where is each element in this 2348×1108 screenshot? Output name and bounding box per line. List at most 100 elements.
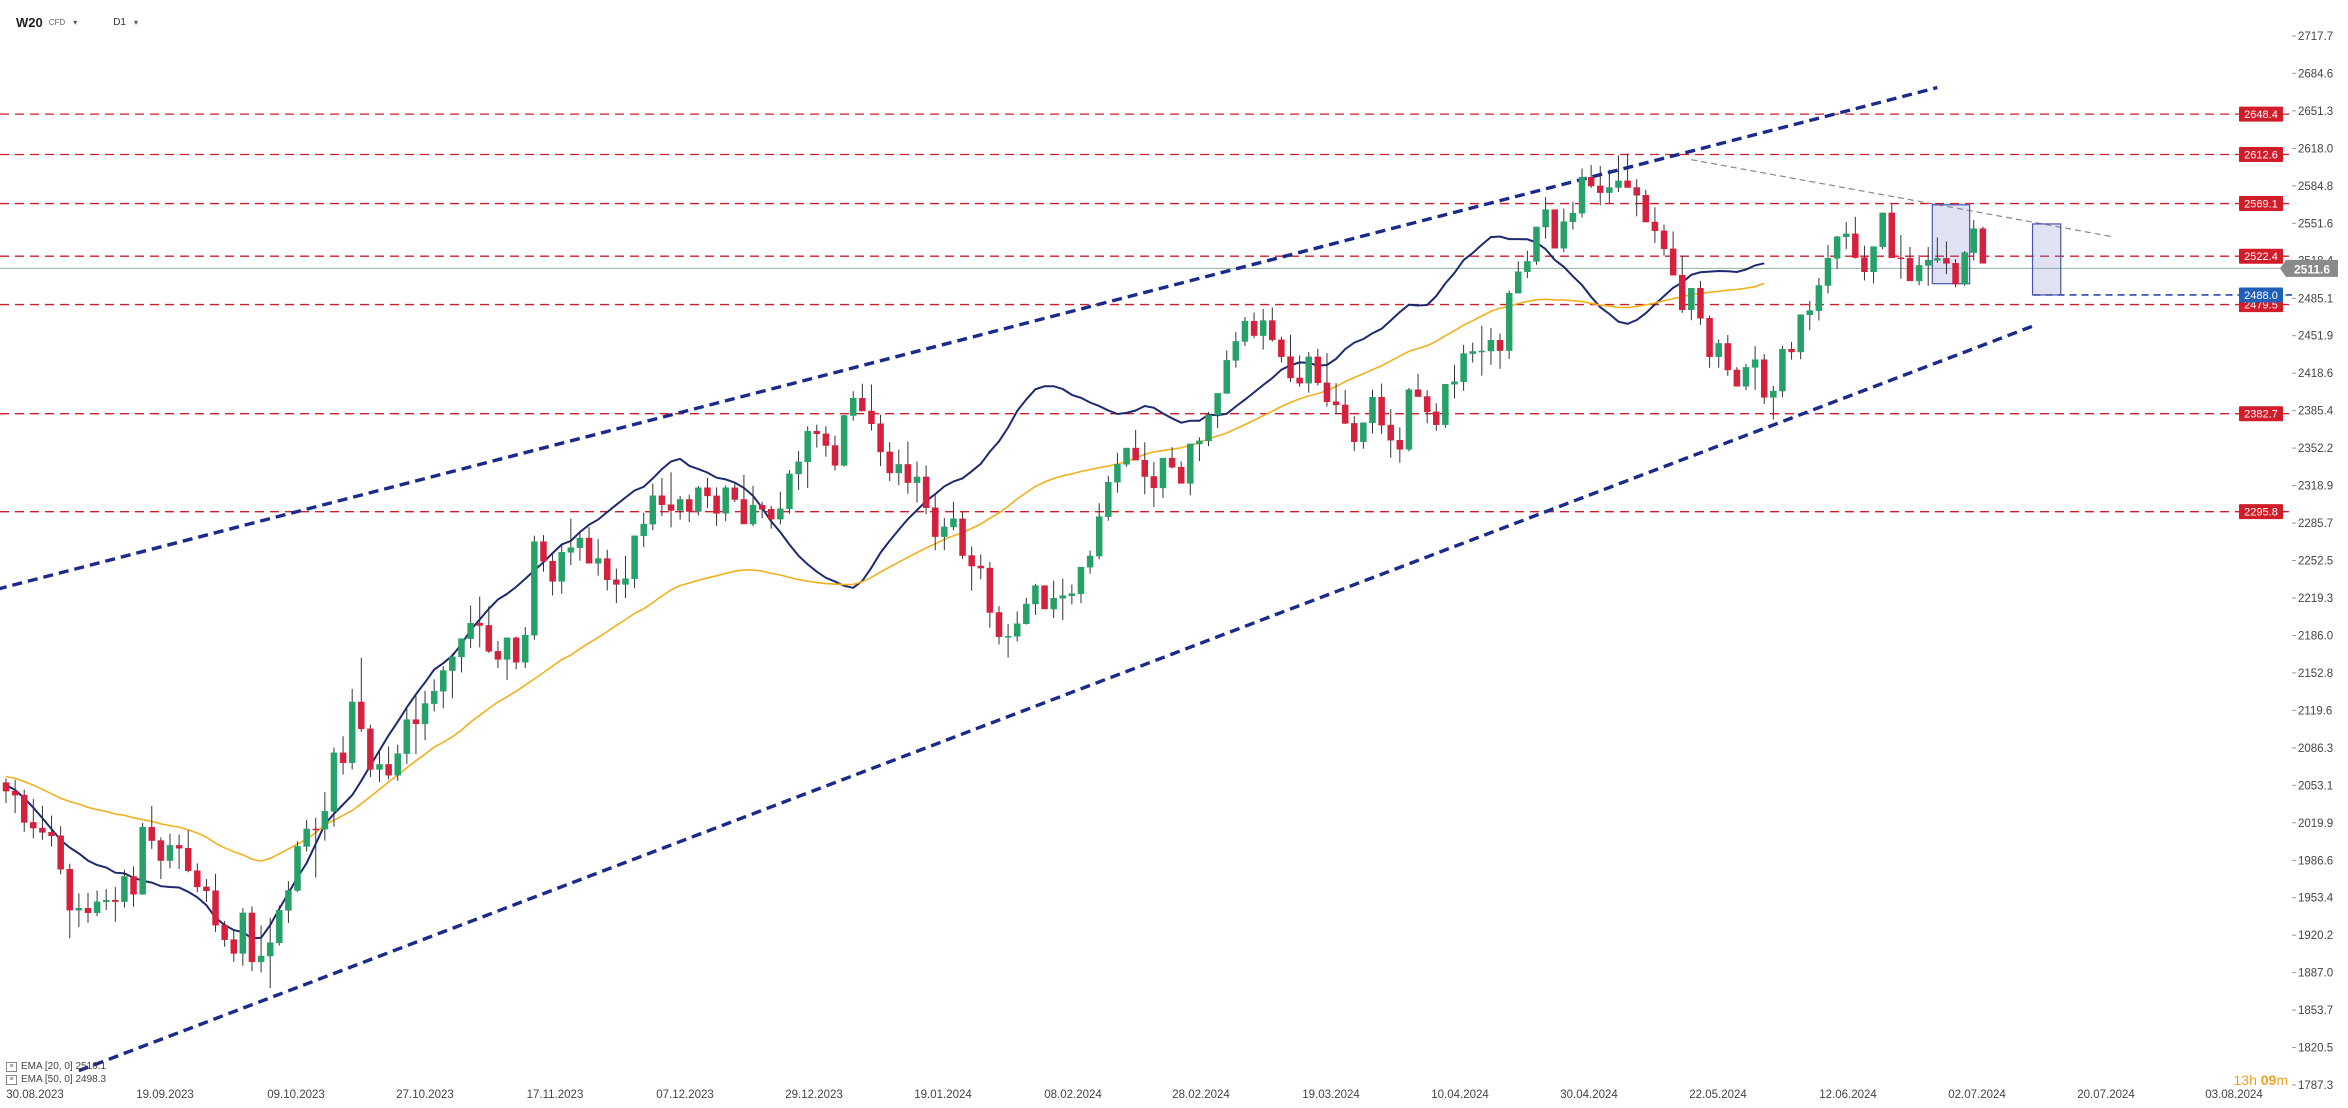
candle-body [1897,257,1905,260]
candle-body [1496,340,1504,351]
highlight-box [2031,223,2062,296]
candle-body [1332,401,1340,406]
candle-body [922,476,930,508]
candle-body [1651,221,1659,232]
candle-body [1961,252,1968,285]
candle-body [440,670,447,692]
candle-body [1278,339,1285,357]
candle-body [1196,440,1203,445]
time-tick-label: 10.04.2024 [1431,1089,1489,1101]
lower-channel-line [78,322,2039,1073]
candle-body [1505,292,1513,351]
symbol-dropdown-chevron-icon[interactable]: ▾ [73,17,78,27]
timeframe-dropdown-chevron-icon[interactable]: ▾ [134,17,139,27]
candle-body [1187,443,1194,484]
price-tick-label: 2651.3 [2298,106,2333,118]
candle-body [494,651,502,660]
candle-body [1906,258,1914,282]
candle-body [1660,230,1668,250]
candle-body [403,719,411,754]
legend-ema50[interactable]: ≡ EMA [50, 0] 2498.3 [6,1073,106,1086]
candle-body [786,473,793,510]
candle-body [1952,263,1959,285]
candle-body [1515,271,1522,294]
candle-body [1214,393,1221,416]
price-tick-label: 2551.6 [2298,218,2333,230]
candle-body [1751,359,1759,368]
candle-body [1587,177,1595,187]
candle-body [303,828,310,847]
candle-body [503,637,511,660]
price-tick-label: 2086.3 [2298,743,2333,755]
legend-ema20-label: EMA [20, 0] [21,1061,73,1072]
candle-body [859,398,866,412]
price-tick-label: 1820.5 [2298,1043,2333,1055]
candle-body [1615,180,1622,188]
indicator-settings-icon[interactable]: ≡ [6,1061,17,1072]
price-tick-label: 2584.8 [2298,181,2333,193]
candle-body [312,828,319,831]
candle-body [1442,384,1449,425]
candle-body [1979,228,1987,264]
candle-body [649,495,657,525]
candle-body [795,461,802,475]
candle-body [1205,414,1212,442]
candle-body [1341,404,1349,424]
candle-body [704,487,711,497]
candle-body [75,907,83,911]
candle-body [1114,464,1121,483]
symbol-label[interactable]: W20 [16,14,43,30]
candle-body [1387,424,1394,441]
candle-body [1797,314,1804,353]
candle-body [1879,212,1886,247]
candle-body [831,445,839,466]
level-badge: 2612.6 [2244,149,2278,161]
candle-body [1597,185,1604,193]
candle-body [1560,221,1568,249]
indicator-settings-icon[interactable]: ≡ [6,1074,17,1085]
candle-body [1123,447,1130,465]
candle-body [1396,439,1404,450]
candle-body [1824,258,1832,286]
current-price-badge-bg [2280,259,2338,277]
candle-body [1733,369,1741,387]
candle-body [1770,390,1777,398]
legend-ema20[interactable]: ≡ EMA [20, 0] 2516.1 [6,1060,106,1073]
time-tick-label: 03.08.2024 [2205,1089,2263,1101]
timer-hours: 13h [2233,1072,2257,1088]
candle-body [1915,265,1923,282]
candle-body [1032,585,1039,605]
candle-body [57,835,64,870]
candle-body [594,558,602,564]
candle-body [1250,320,1258,336]
candle-body [1004,636,1012,638]
candle-body [886,451,893,474]
candle-body [1287,356,1294,379]
candle-body [1259,320,1267,336]
candle-body [348,701,356,763]
candle-body [549,560,556,582]
price-tick-label: 2451.9 [2298,331,2333,343]
time-tick-label: 30.04.2024 [1560,1089,1618,1101]
candle-body [968,555,975,567]
price-tick-label: 2318.9 [2298,481,2333,493]
candle-body [1050,598,1057,610]
candle-body [421,703,429,725]
candle-body [1669,248,1677,276]
candle-body [358,701,365,730]
timeframe-selector[interactable]: D1 [113,16,126,28]
candle-body [203,886,210,891]
level-badge-bg [2239,504,2283,520]
price-tick-label: 2485.1 [2298,293,2333,305]
candle-body [1697,287,1704,319]
price-tick-label: 1787.3 [2298,1080,2333,1092]
candle-body [266,942,274,957]
candle-body [1314,356,1322,384]
price-tick-label: 2186.0 [2298,630,2333,642]
candle-body [1041,585,1048,610]
time-tick-label: 22.05.2024 [1689,1089,1747,1101]
candle-body [1478,350,1486,353]
candle-body [130,876,137,895]
level-badge-bg [2239,196,2283,212]
